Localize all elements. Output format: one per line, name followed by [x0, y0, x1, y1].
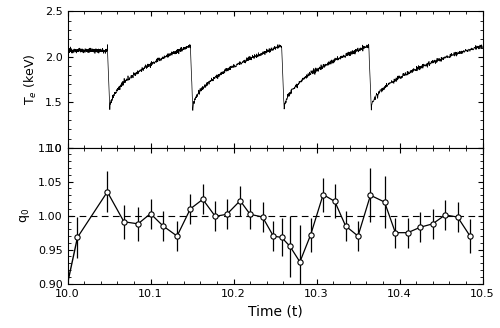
Y-axis label: q$_0$: q$_0$	[18, 208, 32, 223]
Y-axis label: T$_e$ (keV): T$_e$ (keV)	[23, 54, 40, 105]
X-axis label: Time (t): Time (t)	[248, 304, 302, 318]
